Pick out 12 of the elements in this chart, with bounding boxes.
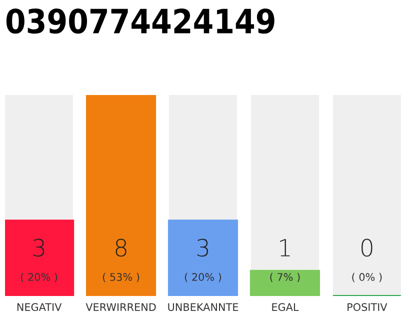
data-label: 8 ( 53% ) — [102, 238, 140, 282]
data-label: 3 ( 20% ) — [184, 238, 222, 282]
x-tick-label: NEGATIV — [17, 303, 62, 312]
data-label: 0 ( 0% ) — [352, 238, 382, 282]
chart-title: 0390774424149 — [6, 8, 274, 34]
data-label: 3 ( 20% ) — [21, 238, 58, 282]
bar — [250, 270, 320, 296]
x-tick-label: UNBEKANNTE — [168, 303, 238, 312]
x-tick-label: POSITIV — [348, 303, 388, 312]
x-tick-label: VERWIRREND — [86, 303, 156, 311]
x-tick-label: EGAL — [272, 303, 299, 312]
data-label: 1 ( 7% ) — [270, 239, 300, 282]
